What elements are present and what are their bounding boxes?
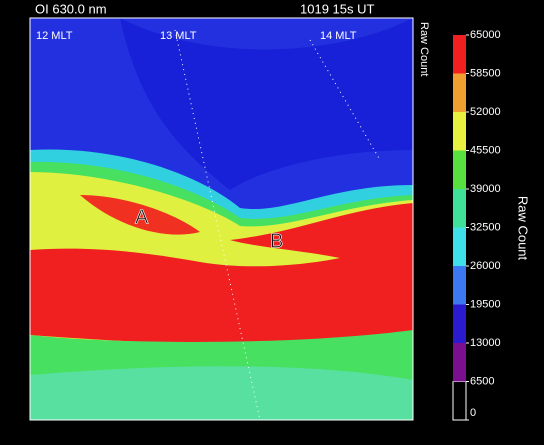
- colorbar-tick-label: 65000: [470, 29, 501, 41]
- image-cyan-low: [30, 366, 413, 420]
- colorbar-tick-label: 13000: [470, 337, 501, 349]
- colorbar-tick-label: 0: [470, 407, 476, 419]
- colorbar-band: [453, 150, 466, 189]
- colorbar-tick-label: 52000: [470, 106, 501, 118]
- image-frame: [29, 17, 414, 421]
- colorbar-band: [453, 189, 466, 228]
- annotation: A: [135, 206, 149, 228]
- image-red: [30, 203, 413, 344]
- image-dark: [120, 18, 413, 190]
- colorbar-band: [452, 381, 467, 421]
- colorbar-tick-label: 6500: [470, 375, 494, 387]
- time: 1019 15s UT: [300, 1, 374, 16]
- colorbar-band: [453, 73, 466, 112]
- image-label: Raw Count: [418, 22, 430, 76]
- colorbar-tick-label: 39000: [470, 183, 501, 195]
- annotation: 12 MLT: [36, 30, 73, 42]
- aurora-image: [29, 17, 414, 421]
- colorbar-band: [453, 227, 466, 266]
- colorbar-label: Raw Count: [516, 196, 531, 261]
- colorbar-tick-label: 19500: [470, 298, 501, 310]
- annotation: 13 MLT: [160, 30, 197, 42]
- colorbar-tick-label: 45500: [470, 144, 501, 156]
- colorbar-tick-label: 26000: [470, 260, 501, 272]
- colorbar-band: [453, 304, 466, 343]
- annotation: B: [270, 230, 283, 252]
- colorbar-tick-label: 58500: [470, 67, 501, 79]
- mlt-line: [309, 39, 381, 161]
- image-red-a: [80, 195, 200, 235]
- colorbar-band: [453, 266, 466, 305]
- annotation: 14 MLT: [320, 30, 357, 42]
- colorbar-band: [453, 343, 466, 382]
- colorbar-band: [453, 112, 466, 151]
- colorbar-band: [453, 35, 466, 74]
- colorbar-tick-label: 32500: [470, 221, 501, 233]
- title: OI 630.0 nm: [35, 1, 107, 16]
